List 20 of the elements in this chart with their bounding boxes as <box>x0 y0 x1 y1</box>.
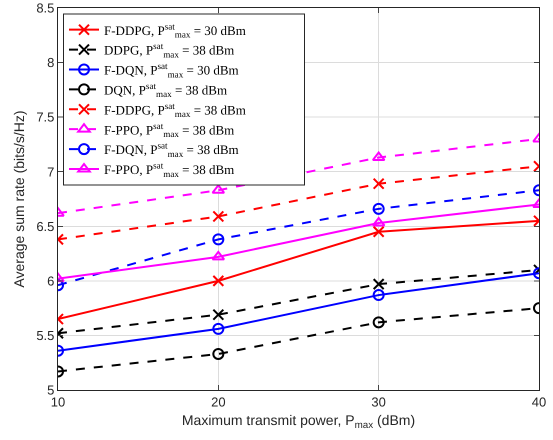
legend-label: DDPG, P$^{sat}$$_{max}$ = 38 dBm <box>104 41 234 60</box>
legend-label: F-DDPG, P$^{sat}$$_{max}$ = 38 dBm <box>104 100 246 120</box>
legend-label: F-DQN, P$^{sat}$$_{max}$ = 38 dBm <box>104 140 239 159</box>
x-tick-label: 40 <box>532 394 546 410</box>
y-tick-label: 7 <box>47 164 54 180</box>
legend-label: F-PPO, P$^{sat}$$_{max}$ = 38 dBm <box>104 160 234 179</box>
y-tick-label: 6 <box>47 273 54 288</box>
y-tick-label: 8 <box>47 55 54 70</box>
y-tick-label: 5.5 <box>36 328 54 343</box>
legend-label: F-DQN, P$^{sat}$$_{max}$ = 30 dBm <box>104 61 239 80</box>
x-axis-title: Maximum transmit power, P$_{max}$ (dBm) <box>182 412 416 431</box>
y-tick-label: 8.5 <box>36 0 54 16</box>
x-tick-label: 30 <box>371 394 386 410</box>
y-tick-label: 7.5 <box>36 110 54 125</box>
y-tick-label: 6.5 <box>36 218 54 234</box>
legend-label: F-DDPG, P$^{sat}$$_{max}$ = 30 dBm <box>104 21 246 40</box>
legend-label: F-PPO, P$^{sat}$$_{max}$ = 38 dBm <box>104 120 234 139</box>
y-axis-title: Average sum rate (bits/s/Hz) <box>10 110 27 288</box>
x-tick-label: 20 <box>211 394 226 410</box>
legend-label: DQN, P$^{sat}$$_{max}$ = 38 dBm <box>104 80 228 100</box>
